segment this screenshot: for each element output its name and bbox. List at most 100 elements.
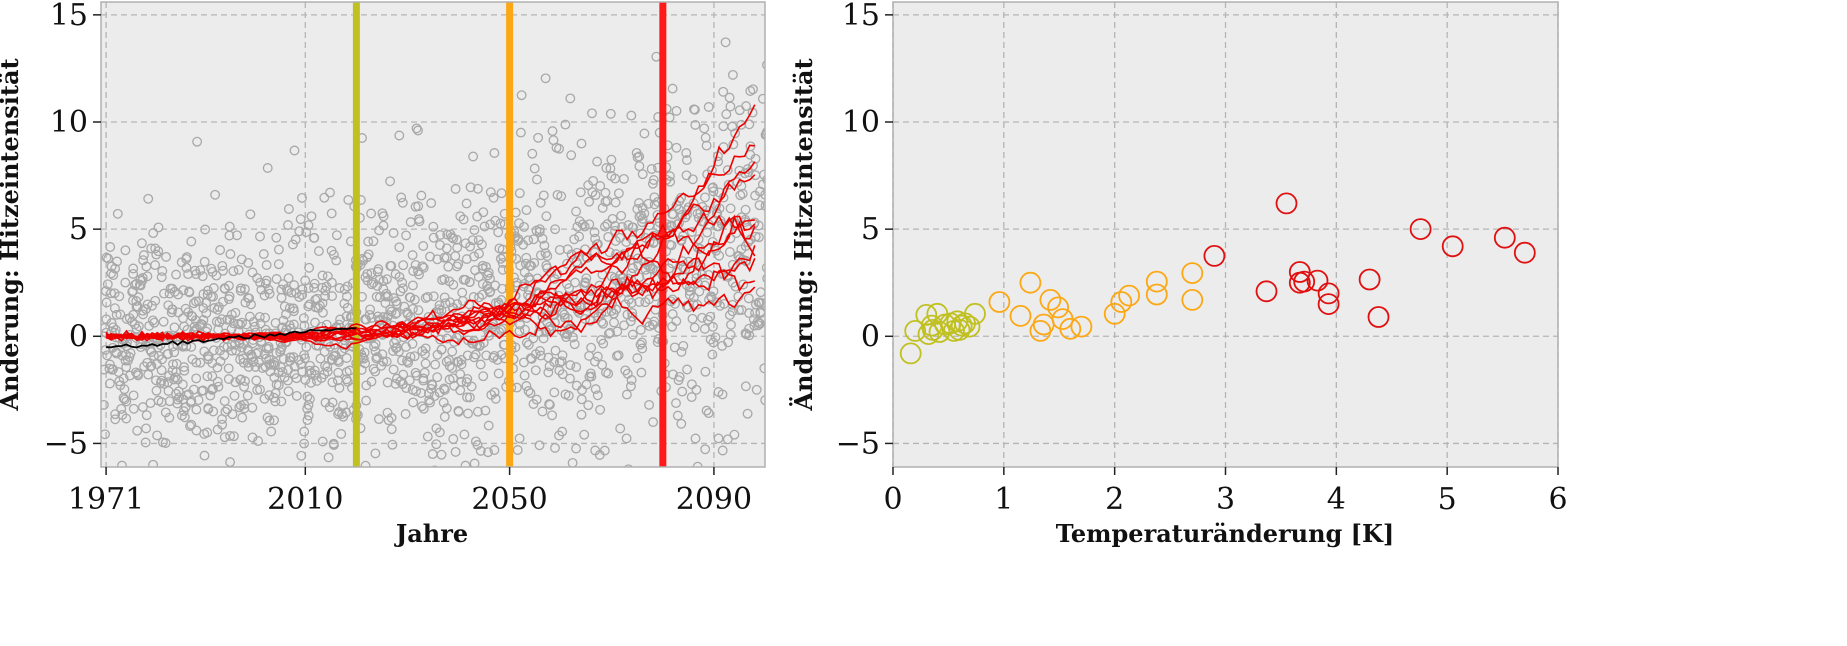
scatter-point [248,316,259,327]
scatter-point [538,190,549,201]
scatter-point [192,136,203,147]
observed-line [106,327,357,349]
scatter-point [636,210,647,221]
scatter-point [556,191,567,202]
scatter-point [339,284,350,295]
scatter-point [381,274,392,285]
scatter-point [549,387,560,398]
y-tick-label: 0 [861,319,880,354]
scatter-point [570,277,581,288]
scatter-point [625,316,636,327]
scatter-point [138,309,149,320]
scatter-point [539,240,550,251]
scatter-point [703,102,714,112]
scatter-point [718,86,729,97]
scatter-point [273,244,284,255]
scatter-point [208,283,219,293]
scatter-point-group-2 [1275,192,1298,215]
scatter-point [120,245,131,256]
scatter-point [722,434,733,445]
scatter-point [405,351,416,362]
scatter-point [762,127,765,137]
scatter-point [699,123,710,134]
scatter-point [554,244,565,255]
scatter-point [327,291,338,302]
x-tick-label: 1 [994,482,1013,517]
scatter-point [624,464,633,467]
scatter-point [627,311,638,322]
scatter-point [452,242,463,253]
scatter-point [326,277,337,288]
scatter-point [336,429,347,439]
scatter-point [469,251,480,262]
scatter-point [632,152,643,163]
scatter-point [289,145,300,156]
scatter-point [188,298,199,309]
scatter-point [740,204,751,215]
scatter-point [217,419,228,430]
scatter-point [403,357,414,368]
scatter-point [528,399,539,409]
scatter-point [636,367,647,378]
scatter-point [435,230,446,240]
scatter-point [407,250,418,261]
scatter-point [534,227,545,237]
scatter-point [150,260,161,271]
scatter-point [110,263,121,274]
scatter-point [112,208,123,219]
scatter-point [243,257,254,268]
scatter-point [671,105,682,116]
scatter-point [132,368,143,379]
scatter-point [485,187,496,198]
scatter-point [668,369,678,380]
scatter-point-group-1 [1047,296,1069,319]
scatter-point [426,379,437,390]
scatter-point-group-2 [1203,244,1226,267]
scatter-point [125,348,136,359]
scatter-point [128,403,139,414]
scatter-point [164,412,175,423]
scatter-point [448,279,459,290]
scatter-point [489,387,500,398]
scatter-point [143,193,154,204]
scatter-point [263,284,274,295]
scatter-point [102,279,113,290]
scatter-point [627,235,638,245]
scatter-point [119,394,130,405]
scatter-point [386,424,397,435]
scatter-point [550,442,560,453]
scatter-point [243,292,253,303]
scatter-point [407,280,418,291]
scatter-point [469,225,480,236]
scatter-point [461,198,472,209]
scatter-point [227,409,238,420]
scatter-point [610,197,621,208]
scatter-point [124,313,135,324]
scatter-point [472,183,483,194]
scatter-point [264,288,275,299]
scatter-point [109,303,120,314]
scatter-point [191,357,202,368]
scatter-point [229,390,240,401]
scatter-point [521,252,532,263]
scatter-point [373,414,384,425]
scatter-point [134,279,145,290]
scatter-point [575,478,584,487]
scatter-point [398,369,409,380]
scatter-point [169,322,180,333]
scatter-point [735,190,746,201]
scatter-point [554,430,564,441]
scatter-point [110,409,121,420]
scatter-point [124,352,135,362]
scatter-point [466,381,477,392]
scatter-point [607,213,618,224]
scatter-point-group-1 [1118,284,1140,307]
scatter-point [478,207,489,218]
scatter-point [428,221,439,232]
scatter-point [496,188,507,199]
scatter-point [283,273,294,284]
scatter-point [170,372,181,383]
scatter-point [186,236,197,247]
y-tick-label: 10 [842,105,880,140]
scatter-point [378,220,389,231]
